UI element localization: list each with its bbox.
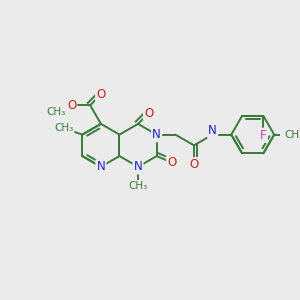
Text: N: N <box>97 160 105 173</box>
Text: N: N <box>134 160 142 173</box>
Text: N: N <box>208 124 217 137</box>
Text: CH₃: CH₃ <box>54 123 73 133</box>
Text: CH₃: CH₃ <box>47 107 66 117</box>
Text: H: H <box>209 130 217 140</box>
Text: O: O <box>96 88 106 101</box>
Text: O: O <box>167 156 176 169</box>
Text: O: O <box>189 158 199 171</box>
Text: F: F <box>260 129 267 142</box>
Text: O: O <box>67 99 76 112</box>
Text: N: N <box>152 128 161 141</box>
Text: CH₃: CH₃ <box>128 181 148 191</box>
Text: O: O <box>144 107 153 120</box>
Text: CH₃: CH₃ <box>284 130 300 140</box>
